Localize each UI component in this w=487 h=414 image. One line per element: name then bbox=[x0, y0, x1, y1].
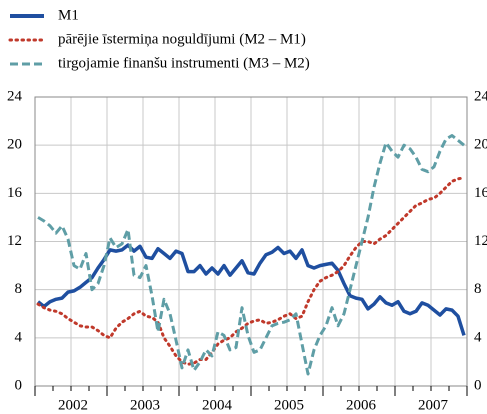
y2-tick-label: 4 bbox=[474, 329, 482, 345]
series-line bbox=[37, 134, 465, 376]
x-tick-label: 2007 bbox=[418, 397, 449, 413]
x-tick-label: 2005 bbox=[274, 397, 304, 413]
y-tick-label: 4 bbox=[15, 329, 23, 345]
series-line bbox=[36, 176, 466, 366]
x-tick-label: 2003 bbox=[130, 397, 160, 413]
y-tick-label: 20 bbox=[7, 137, 22, 153]
y-tick-label: 12 bbox=[7, 233, 22, 249]
x-tick-label: 2004 bbox=[202, 397, 233, 413]
legend-label: pārējie īstermiņa noguldījumi (M2 – M1) bbox=[58, 31, 306, 47]
y2-tick-label: 8 bbox=[474, 281, 482, 297]
x-tick-label: 2006 bbox=[346, 397, 377, 413]
y2-tick-label: 16 bbox=[474, 185, 487, 201]
y-tick-label: 8 bbox=[15, 281, 23, 297]
legend-label: tirgojamie finanšu instrumenti (M3 – M2) bbox=[58, 55, 310, 71]
y2-tick-label: 12 bbox=[474, 233, 487, 249]
series-line bbox=[36, 243, 466, 336]
y-tick-label: 24 bbox=[7, 88, 23, 104]
y2-tick-label: 0 bbox=[474, 377, 482, 393]
y2-tick-label: 20 bbox=[474, 137, 487, 153]
y-tick-label: 16 bbox=[7, 185, 23, 201]
x-tick-label: 2002 bbox=[58, 397, 88, 413]
legend-label: M1 bbox=[58, 7, 79, 23]
y2-tick-label: 24 bbox=[474, 88, 487, 104]
y-tick-label: 0 bbox=[15, 377, 23, 393]
